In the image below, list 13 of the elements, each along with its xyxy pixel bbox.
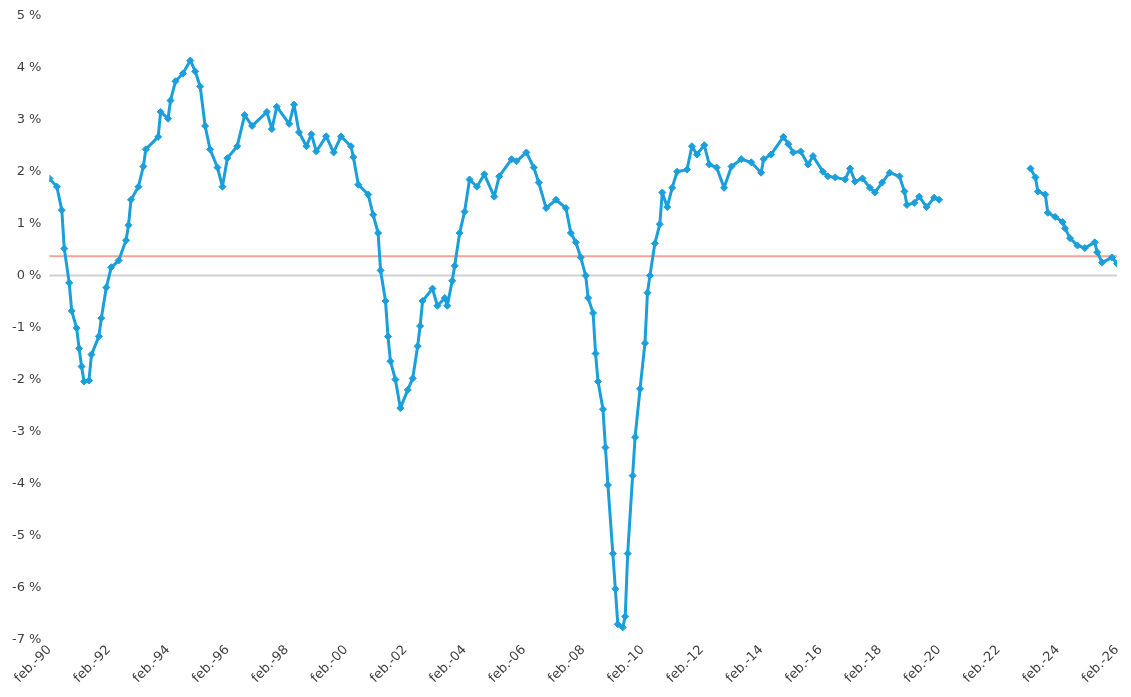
y-tick-label: 4 % [16,59,42,75]
y-tick-label: 2 % [16,163,42,179]
y-tick-label: 0 % [16,266,42,282]
y-tick-label: -7 % [11,630,42,646]
y-tick-label: -3 % [11,422,42,438]
y-tick-label: 1 % [16,215,42,231]
y-tick-label: -1 % [11,318,42,334]
y-tick-label: 5 % [16,7,42,23]
y-tick-label: 3 % [16,111,42,127]
y-tick-label: -2 % [11,370,42,386]
y-tick-label: -4 % [11,474,42,490]
y-tick-label: -6 % [11,578,42,594]
y-tick-label: -5 % [11,526,42,542]
